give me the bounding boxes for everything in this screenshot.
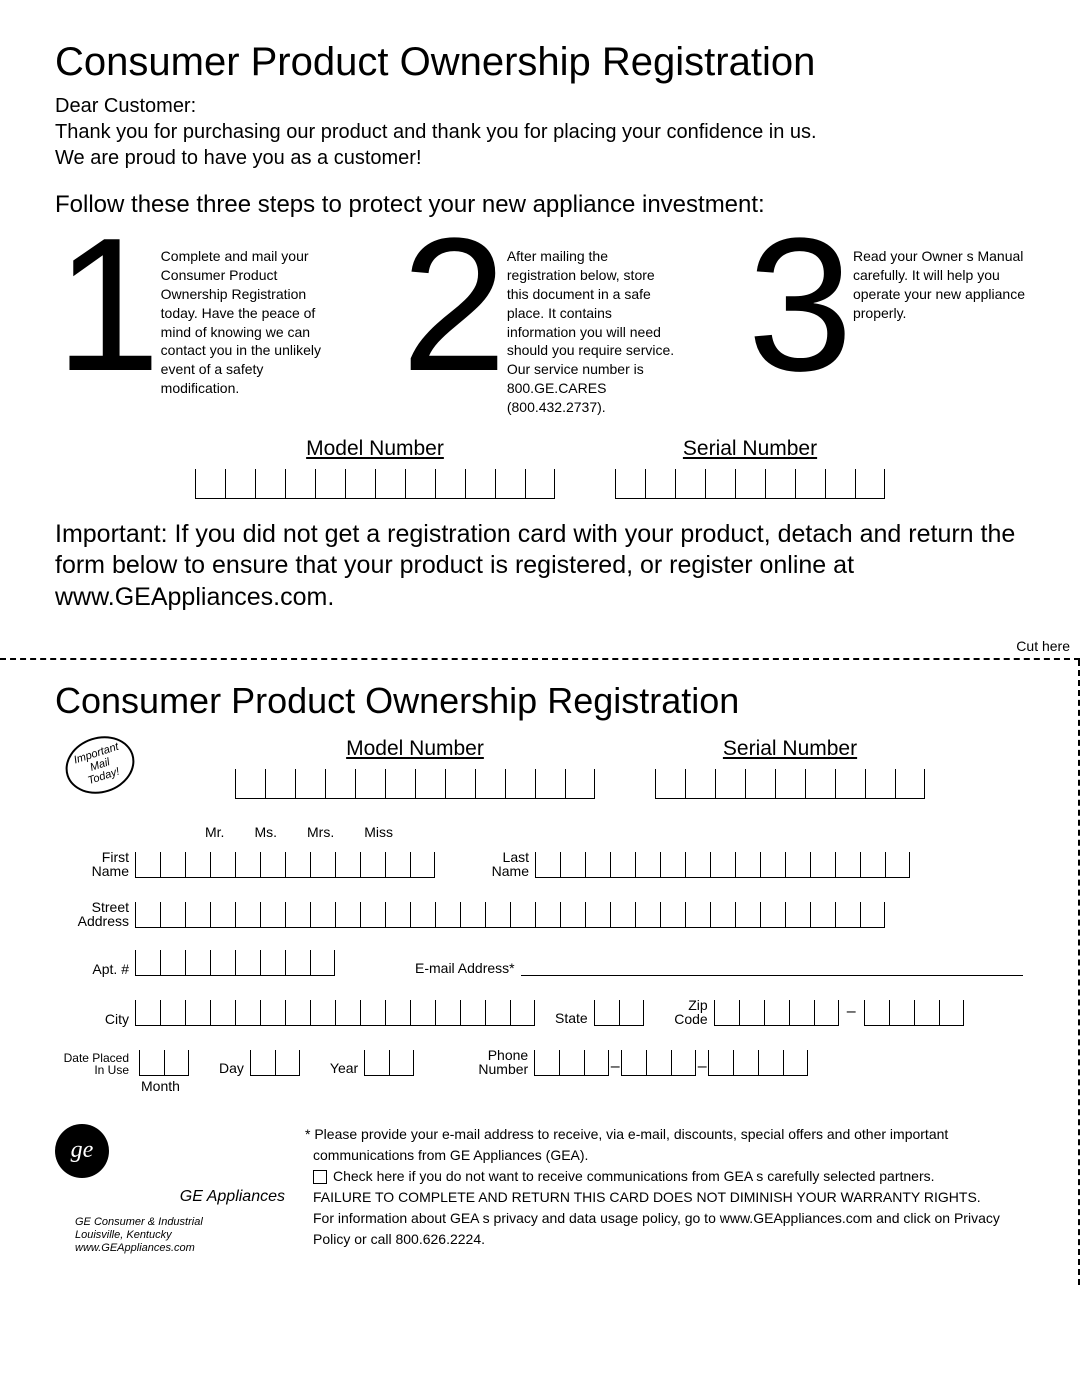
disclaimer-3: FAILURE TO COMPLETE AND RETURN THIS CARD… [305,1187,1023,1208]
first-name-input[interactable] [135,852,435,878]
street-input[interactable] [135,902,885,928]
step-3-text: Read your Owner s Manual carefully. It w… [845,229,1025,323]
phone-label: PhoneNumber [464,1048,534,1076]
email-input[interactable] [521,956,1023,976]
zip-input[interactable] [714,1000,839,1026]
street-label: StreetAddress [55,900,135,928]
model-serial-top: Model Number Serial Number [55,437,1025,499]
model-label-form: Model Number [235,737,595,761]
date-label: Date PlacedIn Use [55,1052,135,1076]
form-title: Consumer Product Ownership Registration [55,680,1023,722]
year-input[interactable] [364,1050,414,1076]
city-label: City [55,1012,135,1026]
step-2: 2 After mailing the registration below, … [401,229,679,417]
phone-line-input[interactable] [708,1050,808,1076]
state-input[interactable] [594,1000,644,1026]
ge-logo: ge [55,1124,109,1178]
cut-here-label: Cut here [1016,638,1070,654]
last-name-label: LastName [455,850,535,878]
intro-block: Dear Customer: Thank you for purchasing … [55,93,1025,171]
model-boxes-top[interactable] [195,469,555,499]
serial-boxes-top[interactable] [615,469,885,499]
ge-addr-3: www.GEAppliances.com [75,1242,285,1255]
salutation-mr: Mr. [205,824,224,840]
follow-heading: Follow these three steps to protect your… [55,191,1025,219]
title-salutations: Mr. Ms. Mrs. Miss [205,824,1023,840]
step-1: 1 Complete and mail your Consumer Produc… [55,229,333,417]
important-note: Important: If you did not get a registra… [55,519,1025,613]
disclaimer-1: * Please provide your e-mail address to … [305,1124,1023,1166]
mail-today-stamp: Important Mail Today! [58,727,142,802]
step-3-number: 3 [747,229,845,381]
day-label: Day [189,1060,250,1076]
cut-line [0,658,1080,660]
salutation-ms: Ms. [254,824,277,840]
serial-boxes-form[interactable] [655,769,925,799]
year-label: Year [300,1060,364,1076]
page-title: Consumer Product Ownership Registration [55,40,1025,85]
model-label: Model Number [195,437,555,461]
important-text: If you did not get a registration card w… [55,520,1015,611]
apt-input[interactable] [135,950,335,976]
model-boxes-form[interactable] [235,769,595,799]
phone-area-input[interactable] [534,1050,609,1076]
phone-prefix-input[interactable] [621,1050,696,1076]
step-2-text: After mailing the registration below, st… [499,229,679,417]
intro-line-2: We are proud to have you as a customer! [55,145,1025,171]
step-3: 3 Read your Owner s Manual carefully. It… [747,229,1025,417]
zip-label: ZipCode [664,998,714,1026]
optout-checkbox[interactable] [313,1170,327,1184]
apt-label: Apt. # [55,962,135,976]
disclaimer-4: For information about GEA s privacy and … [305,1208,1023,1250]
steps-row: 1 Complete and mail your Consumer Produc… [55,229,1025,417]
greeting: Dear Customer: [55,93,1025,119]
last-name-input[interactable] [535,852,910,878]
day-input[interactable] [250,1050,300,1076]
zip4-input[interactable] [864,1000,964,1026]
month-input[interactable] [139,1050,189,1076]
email-label: E-mail Address* [415,960,521,976]
step-2-number: 2 [401,229,499,381]
step-1-text: Complete and mail your Consumer Product … [153,229,333,398]
serial-label: Serial Number [615,437,885,461]
ge-addr-1: GE Consumer & Industrial [75,1216,285,1229]
state-label: State [555,1010,594,1026]
disclaimer-2: Check here if you do not want to receive… [333,1168,935,1184]
ge-addr-2: Louisville, Kentucky [75,1229,285,1242]
ge-appliances-label: GE Appliances [55,1188,285,1206]
salutation-mrs: Mrs. [307,824,334,840]
intro-line-1: Thank you for purchasing our product and… [55,119,1025,145]
month-label: Month [141,1078,1023,1094]
serial-label-form: Serial Number [655,737,925,761]
salutation-miss: Miss [364,824,393,840]
important-label: Important: [55,520,168,548]
city-input[interactable] [135,1000,535,1026]
first-name-label: FirstName [55,850,135,878]
step-1-number: 1 [55,229,153,381]
